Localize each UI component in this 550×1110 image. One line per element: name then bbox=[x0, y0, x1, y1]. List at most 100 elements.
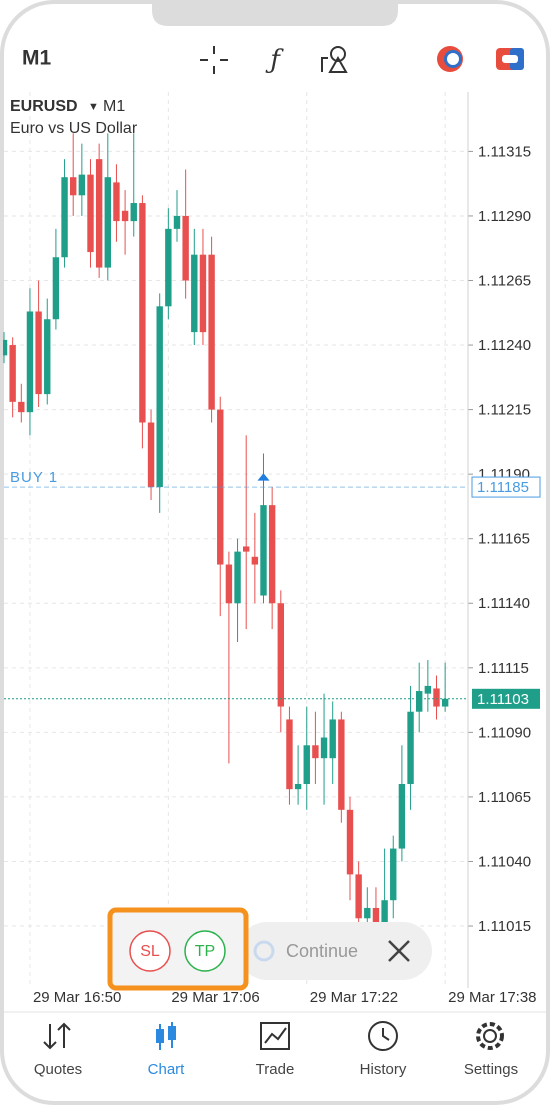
candle-body bbox=[208, 254, 215, 410]
sl-label[interactable]: SL bbox=[140, 943, 160, 960]
candle-body bbox=[346, 809, 354, 875]
y-tick-label: 1.11165 bbox=[478, 531, 530, 548]
timeframe-button[interactable]: M1 bbox=[22, 47, 51, 70]
candle-body bbox=[234, 551, 241, 604]
candle-body bbox=[139, 203, 146, 423]
symbol-description: Euro vs US Dollar bbox=[10, 120, 138, 137]
candle-body bbox=[70, 177, 77, 196]
candle-body bbox=[286, 719, 293, 790]
candle-body bbox=[407, 711, 414, 785]
nav-label[interactable]: Trade bbox=[256, 1061, 295, 1078]
crosshair-icon[interactable] bbox=[200, 46, 228, 74]
candle-body bbox=[243, 546, 250, 552]
buy-arrow bbox=[257, 473, 270, 486]
y-tick-label: 1.11290 bbox=[478, 208, 531, 225]
candle-body bbox=[78, 174, 86, 196]
x-tick-label: 29 Mar 17:38 bbox=[448, 989, 536, 1006]
candle-body bbox=[372, 907, 380, 927]
y-tick-label: 1.11040 bbox=[478, 853, 531, 870]
candle-body bbox=[381, 900, 388, 927]
nav-label[interactable]: Chart bbox=[148, 1061, 186, 1078]
candle-body bbox=[165, 228, 172, 307]
continue-label[interactable]: Continue bbox=[286, 941, 358, 961]
candle-body bbox=[260, 505, 267, 596]
trade-line-label: BUY 1 bbox=[10, 469, 58, 486]
candle-body bbox=[87, 174, 94, 253]
candle-body bbox=[18, 401, 25, 413]
candle-body bbox=[294, 784, 302, 790]
y-tick-label: 1.11065 bbox=[478, 789, 531, 806]
candle-body bbox=[147, 422, 155, 488]
continue-icon bbox=[253, 940, 275, 962]
y-tick-label: 1.11090 bbox=[478, 724, 531, 741]
candle-body bbox=[268, 505, 276, 604]
candle-body bbox=[355, 874, 362, 919]
candle-body bbox=[277, 603, 284, 707]
candle-body bbox=[416, 691, 423, 712]
candle-body bbox=[424, 685, 432, 694]
candle-body bbox=[329, 719, 336, 759]
y-tick-label: 1.11240 bbox=[478, 337, 531, 354]
x-tick-label: 29 Mar 16:50 bbox=[33, 989, 121, 1006]
x-tick-label: 29 Mar 17:06 bbox=[171, 989, 259, 1006]
nav-label[interactable]: Quotes bbox=[34, 1061, 82, 1078]
candle-body bbox=[320, 737, 328, 759]
candle-body bbox=[156, 306, 163, 488]
candle-body bbox=[26, 311, 34, 413]
nav-icons bbox=[43, 1021, 504, 1051]
objects-icon[interactable] bbox=[321, 46, 348, 73]
candle-body bbox=[52, 257, 60, 320]
y-tick-label: 1.11315 bbox=[478, 143, 531, 160]
candle-body bbox=[113, 182, 120, 222]
trade-price-box bbox=[471, 476, 541, 498]
candle-body bbox=[35, 311, 42, 395]
price-box bbox=[472, 688, 540, 709]
candle-body bbox=[104, 177, 111, 268]
nav-label[interactable]: Settings bbox=[464, 1061, 518, 1078]
x-tick-label: 29 Mar 17:22 bbox=[310, 989, 398, 1006]
close-icon[interactable] bbox=[388, 940, 410, 962]
candle-body bbox=[441, 698, 449, 707]
candle-body bbox=[338, 719, 345, 810]
candle-body bbox=[61, 177, 68, 258]
candle-body bbox=[121, 210, 129, 222]
candle-body bbox=[398, 784, 406, 849]
indicators-icon[interactable]: ƒ bbox=[265, 45, 284, 75]
symbol-dropdown[interactable]: ▼ bbox=[88, 101, 99, 113]
candle-body bbox=[199, 254, 207, 333]
candle-body bbox=[251, 556, 259, 565]
y-tick-label: 1.11265 bbox=[478, 272, 531, 289]
y-tick-label: 1.11115 bbox=[478, 660, 529, 677]
candle-body bbox=[9, 345, 16, 402]
notch bbox=[152, 0, 398, 26]
candle-body bbox=[312, 745, 319, 759]
trade-icon[interactable] bbox=[496, 48, 524, 70]
candle-body bbox=[173, 215, 181, 229]
nav-label[interactable]: History bbox=[360, 1061, 407, 1078]
candle-body bbox=[433, 688, 440, 707]
y-tick-label: 1.11215 bbox=[478, 402, 531, 419]
symbol: EURUSD bbox=[10, 98, 78, 115]
account-icon[interactable] bbox=[437, 46, 463, 72]
continue-pill[interactable] bbox=[238, 922, 432, 980]
candle-body bbox=[95, 159, 103, 268]
candle-body bbox=[44, 319, 51, 395]
tp-label[interactable]: TP bbox=[195, 943, 215, 960]
candle-body bbox=[225, 564, 233, 604]
candle-body bbox=[130, 203, 137, 222]
candle-body bbox=[182, 215, 189, 281]
tp-button[interactable] bbox=[184, 930, 226, 972]
bottom-nav: Quotes Chart Trade History Settings bbox=[34, 1061, 518, 1078]
chart bbox=[3, 92, 473, 988]
candle-body bbox=[303, 745, 310, 785]
price-label: 1.11103 bbox=[477, 691, 529, 708]
candle-body bbox=[3, 339, 8, 356]
y-tick-label: 1.11140 bbox=[478, 595, 530, 612]
sl-button[interactable] bbox=[129, 930, 171, 972]
trade-price-label: 1.11185 bbox=[477, 479, 529, 496]
chart-timeframe: M1 bbox=[103, 98, 125, 115]
y-tick-label: 1.11015 bbox=[478, 918, 531, 935]
candle-body bbox=[191, 254, 198, 333]
